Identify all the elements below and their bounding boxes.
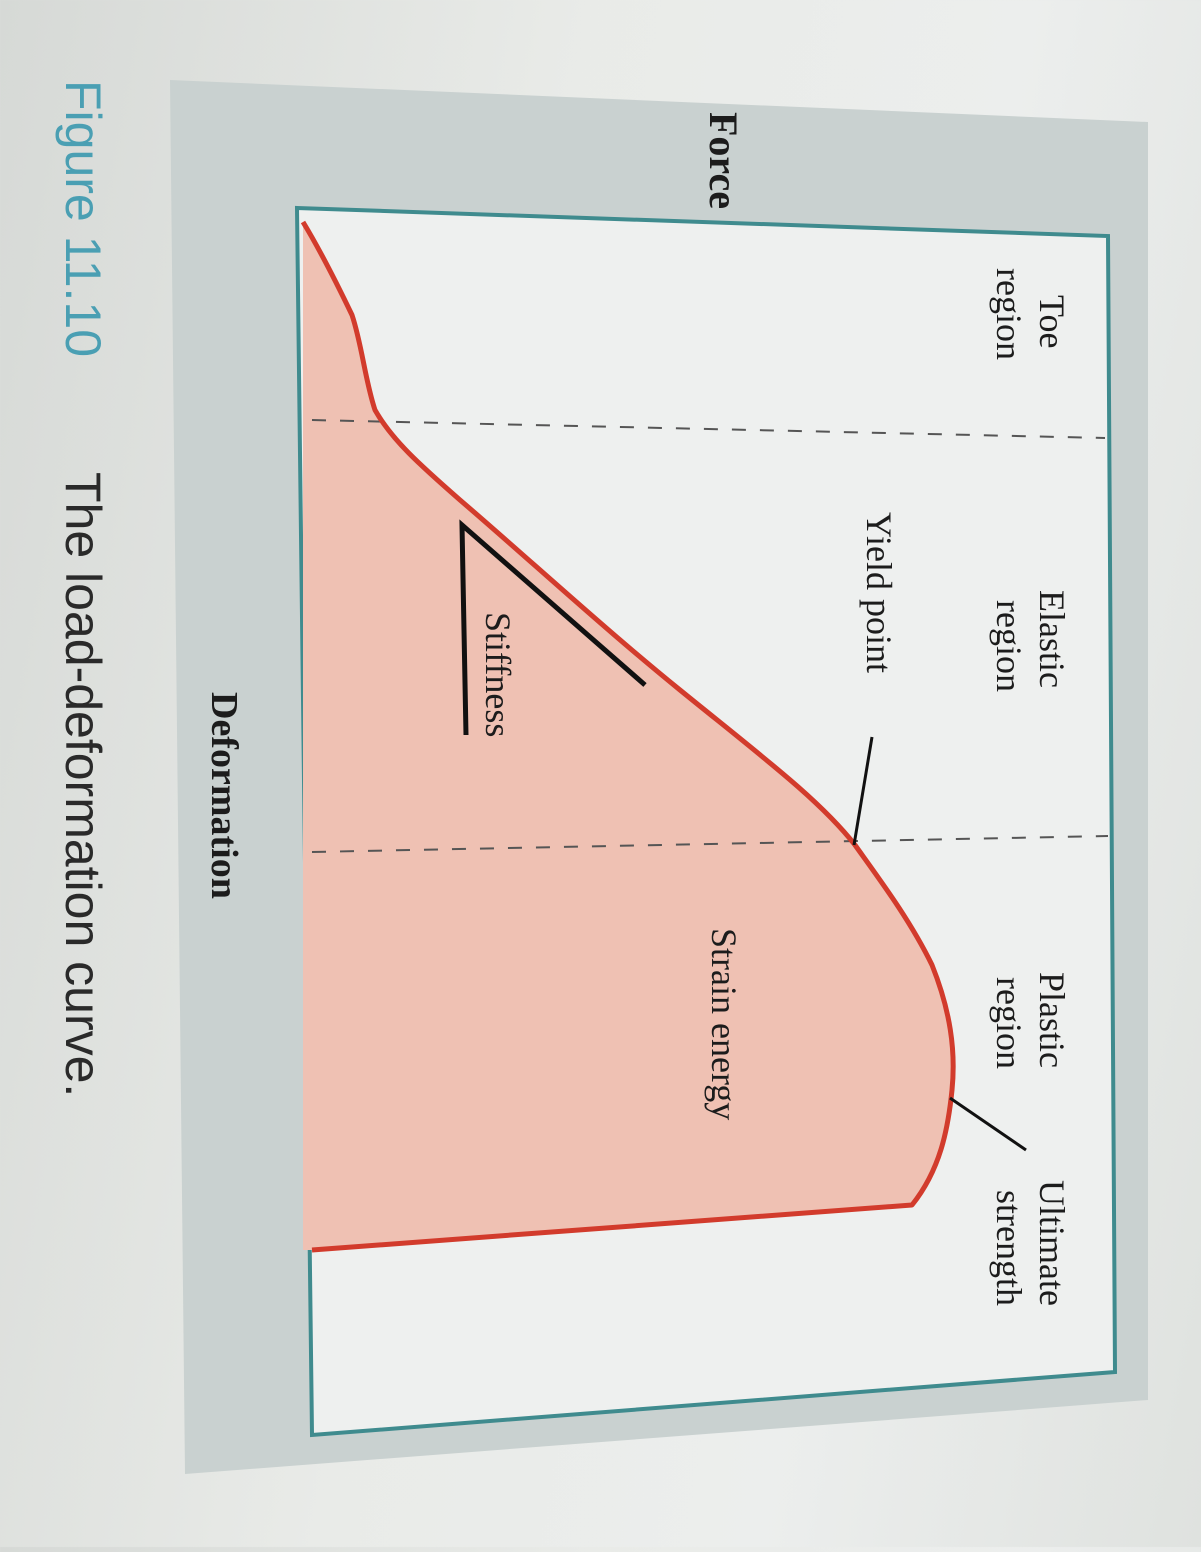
elastic-region-label-line1: Elastic: [1032, 590, 1072, 688]
yield-point-leader: [852, 736, 874, 846]
ultimate-strength-label-line1: Ultimate: [1032, 1180, 1072, 1306]
plastic-region-label-line1: Plastic: [1032, 972, 1072, 1068]
figure-caption-text: The load-deformation curve.: [55, 472, 111, 1097]
toe-region-label-line1: Toe: [1032, 295, 1072, 348]
ultimate-strength-leader: [949, 1096, 1027, 1152]
y-axis-label: Force: [701, 112, 746, 209]
figure-caption-number: Figure 11.10: [55, 80, 111, 357]
stiffness-indicator: [459, 519, 647, 736]
toe-region-label-line2: region: [989, 268, 1029, 360]
ultimate-strength-label-line2: strength: [989, 1190, 1029, 1306]
toe-elastic-divider: [311, 419, 1106, 439]
yield-point-label: Yield point: [859, 512, 899, 673]
elastic-plastic-divider: [311, 835, 1109, 853]
x-axis-label: Deformation: [203, 692, 245, 899]
strain-energy-label: Strain energy: [704, 928, 744, 1120]
strain-energy-area: [303, 222, 954, 1250]
stiffness-label: Stiffness: [478, 612, 518, 737]
load-deformation-curve: [300, 220, 956, 1253]
elastic-region-label-line2: region: [989, 600, 1029, 692]
plastic-region-label-line2: region: [989, 977, 1029, 1069]
